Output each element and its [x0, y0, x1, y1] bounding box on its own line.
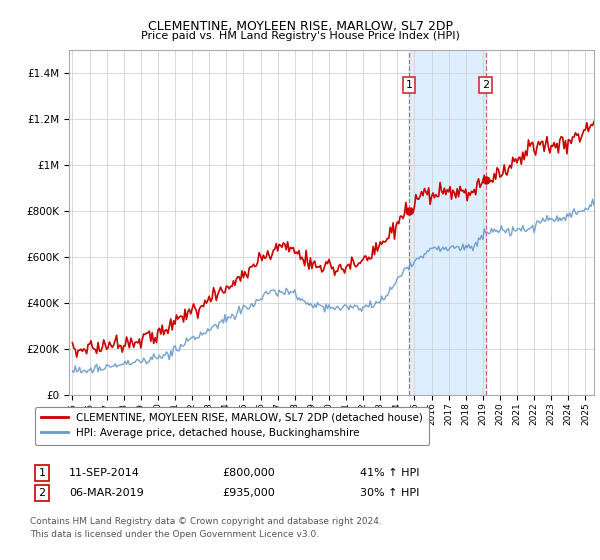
Text: CLEMENTINE, MOYLEEN RISE, MARLOW, SL7 2DP: CLEMENTINE, MOYLEEN RISE, MARLOW, SL7 2D…: [148, 20, 452, 32]
Text: 1: 1: [406, 80, 413, 90]
Text: 1: 1: [38, 468, 46, 478]
Text: 41% ↑ HPI: 41% ↑ HPI: [360, 468, 419, 478]
Text: Price paid vs. HM Land Registry's House Price Index (HPI): Price paid vs. HM Land Registry's House …: [140, 31, 460, 41]
Text: 2: 2: [38, 488, 46, 498]
Text: 30% ↑ HPI: 30% ↑ HPI: [360, 488, 419, 498]
Text: Contains HM Land Registry data © Crown copyright and database right 2024.: Contains HM Land Registry data © Crown c…: [30, 517, 382, 526]
Text: £935,000: £935,000: [222, 488, 275, 498]
Text: 11-SEP-2014: 11-SEP-2014: [69, 468, 140, 478]
Text: This data is licensed under the Open Government Licence v3.0.: This data is licensed under the Open Gov…: [30, 530, 319, 539]
Legend: CLEMENTINE, MOYLEEN RISE, MARLOW, SL7 2DP (detached house), HPI: Average price, : CLEMENTINE, MOYLEEN RISE, MARLOW, SL7 2D…: [35, 407, 429, 445]
Bar: [409, 50, 486, 395]
Text: 2: 2: [482, 80, 490, 90]
Text: £800,000: £800,000: [222, 468, 275, 478]
Text: 06-MAR-2019: 06-MAR-2019: [69, 488, 144, 498]
